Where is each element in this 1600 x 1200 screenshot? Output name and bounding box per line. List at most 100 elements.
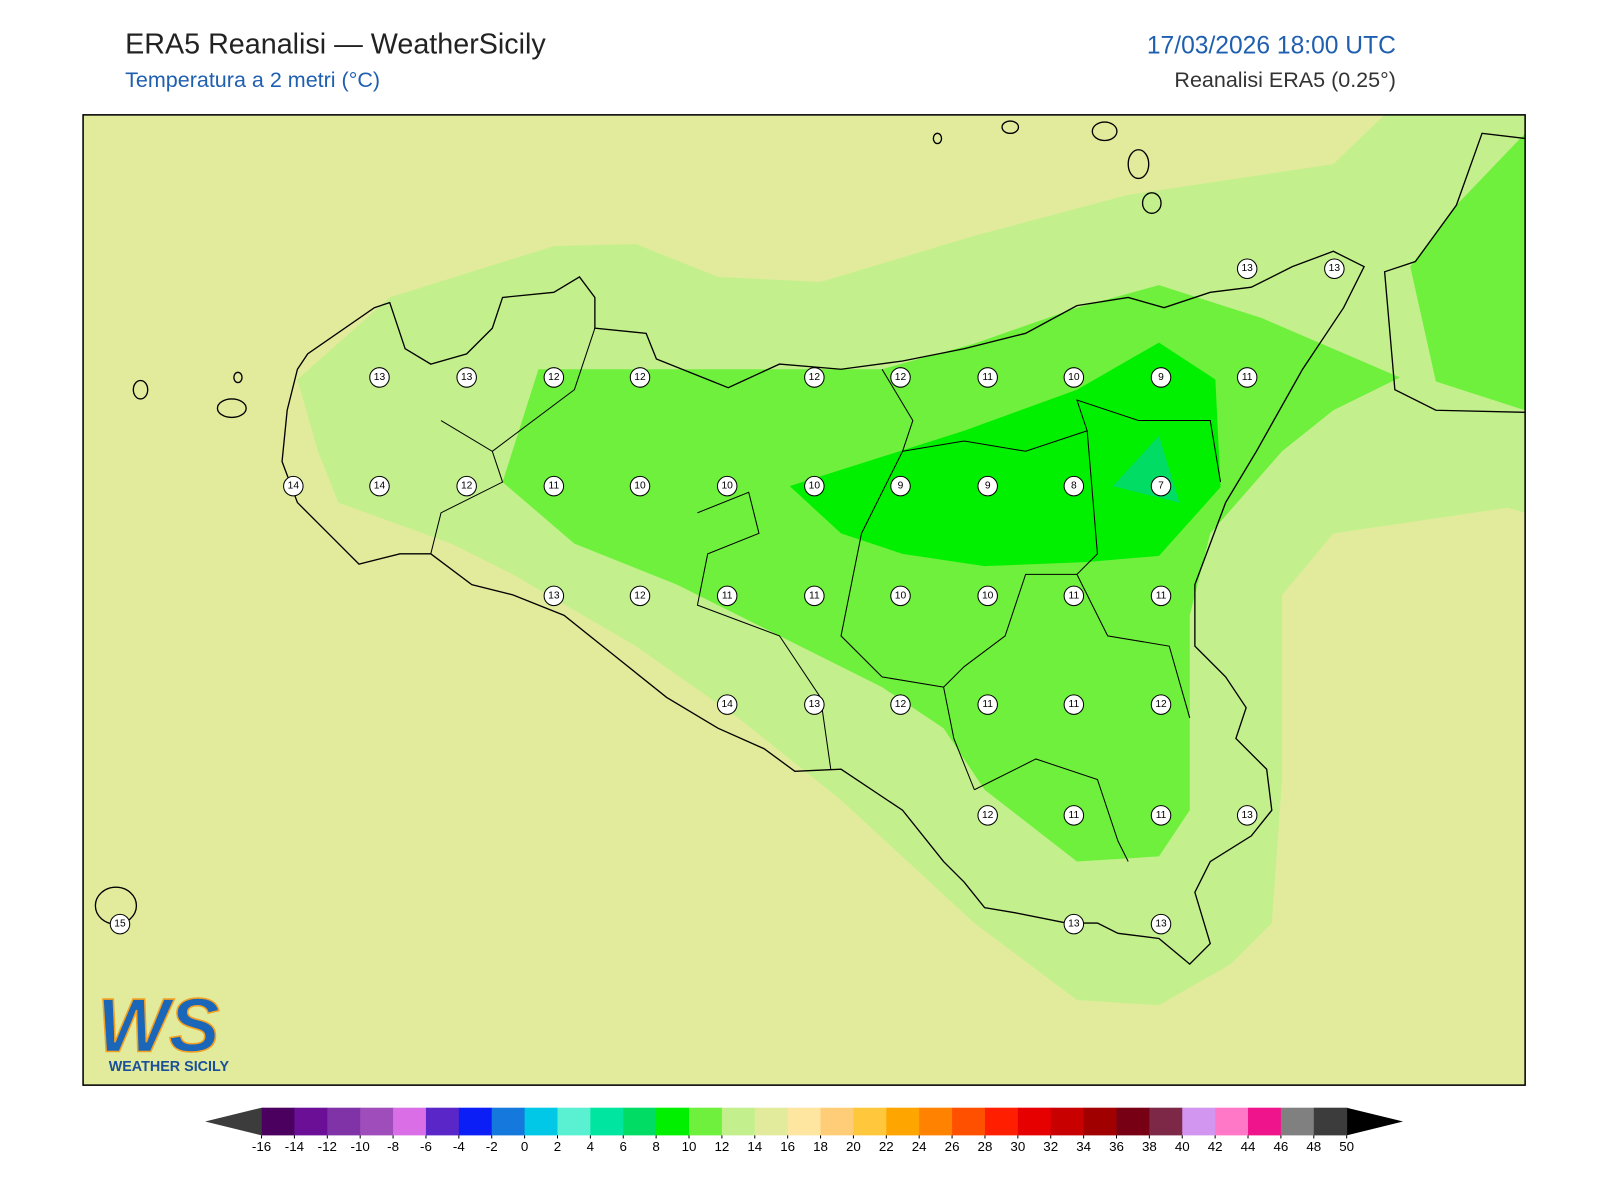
coastline [94, 120, 1526, 966]
station-marker [1150, 585, 1172, 607]
colorbar-label: 30 [1010, 1139, 1025, 1154]
colorbar-label: 42 [1208, 1139, 1223, 1154]
station-value: 15 [114, 919, 126, 930]
station-marker [1150, 805, 1172, 826]
station-value: 12 [634, 372, 646, 383]
colorbar-box [754, 1107, 789, 1136]
colorbar-box [1050, 1107, 1085, 1136]
colorbar-box [623, 1107, 657, 1136]
station-value: 12 [895, 699, 907, 710]
station-marker [804, 585, 825, 607]
colorbar-label: 28 [978, 1139, 993, 1154]
station-value: 7 [1158, 481, 1164, 492]
colorbar-box [853, 1107, 887, 1136]
station-value: 11 [1069, 810, 1080, 821]
island [1127, 149, 1150, 180]
sicily-coast [281, 250, 1365, 966]
colorbar-over [1346, 1107, 1404, 1136]
island [932, 132, 943, 145]
date: 17/03/2026 18:00 UTC [1147, 32, 1396, 59]
field-8-10 [789, 342, 1221, 567]
colorbar-box [557, 1107, 591, 1136]
station-marker [804, 694, 825, 715]
station-marker [543, 475, 565, 497]
station-marker [1063, 585, 1085, 607]
station-marker [977, 805, 998, 826]
station-marker [1236, 367, 1258, 388]
station-marker [629, 585, 651, 607]
colorbar-label: 40 [1175, 1139, 1190, 1154]
island [216, 398, 247, 419]
map-frame [82, 114, 1526, 1086]
field-10-12 [1410, 133, 1526, 411]
station-value: 9 [985, 481, 991, 492]
colorbar-box [787, 1107, 822, 1136]
island [1091, 121, 1118, 142]
station-value: 11 [549, 481, 560, 492]
colorbar-box [1248, 1107, 1282, 1136]
island [132, 379, 149, 400]
colorbar-label: 48 [1306, 1139, 1321, 1154]
colorbar-label: 50 [1339, 1139, 1354, 1154]
colorbar-box [1182, 1107, 1216, 1136]
station-value: 9 [898, 481, 904, 492]
station-value: 12 [548, 372, 560, 383]
colorbar-under [205, 1107, 262, 1136]
station-marker [890, 585, 911, 607]
station-value: 8 [1071, 481, 1077, 492]
logo-mark: WS [97, 983, 219, 1068]
colorbar-box [327, 1107, 361, 1136]
station-value: 10 [634, 481, 646, 492]
station-marker [109, 913, 131, 935]
colorbar-box [1313, 1107, 1348, 1136]
station-value: 13 [548, 590, 560, 601]
colorbar-label: 38 [1142, 1139, 1157, 1154]
station-value: 12 [982, 810, 994, 821]
station-marker [543, 367, 565, 388]
station-marker [1063, 805, 1085, 826]
station-value: 14 [374, 481, 386, 492]
colorbar-box [886, 1107, 920, 1136]
colorbar-box [952, 1107, 986, 1136]
station-value: 13 [461, 372, 473, 383]
colorbar-label: -6 [420, 1139, 432, 1154]
colorbar-label: -2 [486, 1139, 498, 1154]
colorbar-label: 8 [652, 1139, 659, 1154]
station-value: 12 [895, 372, 907, 383]
colorbar-label: 14 [747, 1139, 762, 1154]
logo-text: WEATHER SICILY [109, 1059, 230, 1075]
colorbar-box [1017, 1107, 1052, 1136]
station-value: 11 [1156, 590, 1167, 601]
province-borders [430, 328, 1222, 862]
colorbar-label: 2 [554, 1139, 561, 1154]
colorbar-label: 22 [879, 1139, 894, 1154]
station-marker [629, 367, 651, 388]
subtitle: Temperatura a 2 metri (°C) [125, 68, 380, 92]
station-marker [1063, 694, 1085, 715]
station-marker [1063, 913, 1085, 935]
colorbar-label: 16 [780, 1139, 795, 1154]
colorbar-label: 4 [587, 1139, 595, 1154]
colorbar-label: -12 [318, 1139, 337, 1154]
colorbar-label: 20 [846, 1139, 861, 1154]
station-marker [543, 585, 565, 607]
station-marker [629, 475, 651, 497]
station-marker [890, 694, 911, 715]
station-value: 10 [809, 481, 821, 492]
colorbar-label: -16 [252, 1139, 271, 1154]
station-marker [716, 585, 738, 607]
station-marker [1063, 475, 1085, 497]
source: Reanalisi ERA5 (0.25°) [1174, 68, 1395, 92]
station-value: 12 [461, 481, 473, 492]
station-marker [1150, 913, 1172, 935]
colorbar-box [524, 1107, 558, 1136]
title: ERA5 Reanalisi — WeatherSicily [125, 28, 546, 60]
colorbar-label: 44 [1241, 1139, 1256, 1154]
map-area: 13 13 13 13 12 12 12 12 11 10 9 11 14 14 12 11 10 10 10 9 9 8… [83, 114, 1526, 1086]
colorbar-label: 36 [1109, 1139, 1124, 1154]
island [1001, 120, 1020, 134]
station-value: 13 [1241, 263, 1253, 274]
station-value: 13 [374, 372, 386, 383]
station-marker [716, 694, 738, 715]
